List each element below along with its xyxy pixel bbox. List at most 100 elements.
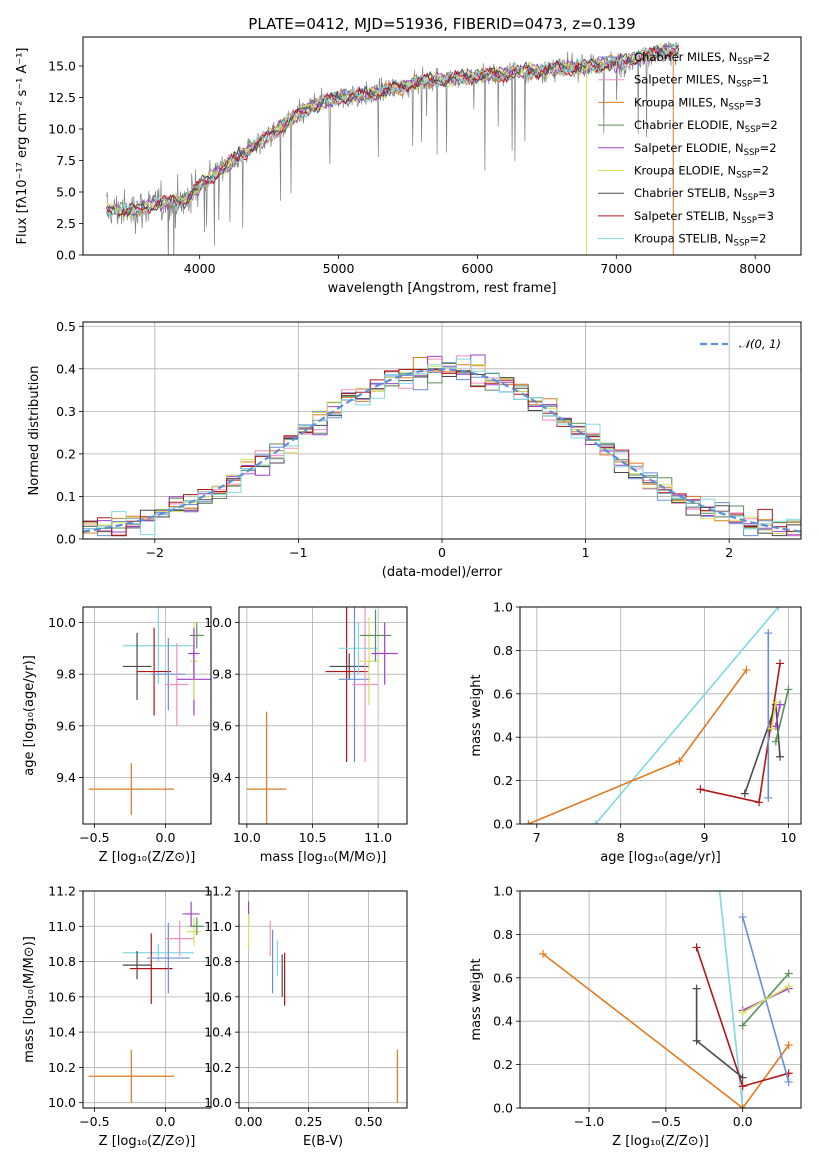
spectrum-model-kroupa_stelib (106, 42, 680, 218)
weight_vs_Z-ytick-label: 0.4 (493, 1014, 513, 1029)
legend-label-suffix: =2 (753, 50, 770, 64)
residuals-ytick-label: 0.4 (56, 361, 76, 376)
legend-label-text: Chabrier STELIB, N (634, 186, 742, 200)
residuals-normal-curve (83, 368, 801, 533)
legend-label-sub: SSP (737, 57, 753, 67)
weight_vs_Z-marker-salpeter_stelib (738, 1082, 747, 1091)
legend-label-text: Chabrier ELODIE, N (634, 118, 745, 132)
mass_vs_Z-points (88, 901, 204, 1103)
residuals-xtick-label: −2 (146, 545, 164, 560)
weight_vs_Z-marker-chabrier_stelib (692, 1036, 701, 1045)
spectrum-ytick-label: 2.5 (56, 216, 76, 231)
weight_vs_Z-marker-kroupa_miles (738, 1104, 747, 1108)
spectrum-ylabel: Flux [fλ10⁻¹⁷ erg cm⁻² s⁻¹ A⁻¹] (15, 48, 30, 245)
age_vs_Z-ytick-label: 10.0 (48, 615, 76, 630)
mass_vs_Z-xlabel: Z [log₁₀(Z/Z⊙)] (99, 1134, 196, 1149)
weight_vs_age-marker-kroupa_stelib (774, 607, 783, 611)
weight_vs_Z-marker-kroupa_elodie (738, 1008, 747, 1017)
weight_vs_Z-ytick-label: 0.8 (493, 927, 513, 942)
weight_vs_age-line-salpeter_elodie (775, 704, 781, 727)
legend-label-sub: SSP (742, 193, 758, 203)
mass_vs_Z-frame (82, 890, 212, 1109)
spectrum-xtick-label: 8000 (739, 261, 771, 276)
weight_vs_age-marker-chabrier_stelib (776, 752, 785, 761)
weight_vs_Z-marker-chabrier_stelib (738, 1073, 747, 1082)
mass_vs_Z-ytick-label: 10.8 (48, 954, 76, 969)
legend-label-salpeter_miles: Salpeter MILES, NSSP=1 (634, 73, 769, 90)
weight_vs_age-xtick-label: 7 (533, 830, 541, 845)
legend-label-text: Kroupa STELIB, N (634, 232, 734, 246)
spectrum-ytick-label: 12.5 (48, 90, 76, 105)
spectrum-xtick-label: 7000 (600, 261, 632, 276)
residuals-xtick-label: −1 (289, 545, 307, 560)
legend-label-sub: SSP (744, 148, 760, 158)
mass_vs_ebv-ytick-label: 10.0 (204, 1095, 232, 1110)
weight_vs_Z-marker-chabrier_elodie (738, 1021, 747, 1030)
spectrum-ytick-label: 10.0 (48, 121, 76, 136)
legend-label-kroupa_elodie: Kroupa ELODIE, NSSP=2 (634, 164, 769, 181)
age_vs_Z-frame (82, 606, 212, 825)
weight_vs_age-marker-salpeter_elodie (776, 700, 785, 709)
spectrum-xtick-label: 6000 (462, 261, 494, 276)
legend-label-suffix: =2 (760, 141, 777, 155)
weight_vs_age-frame (519, 606, 802, 825)
mass_vs_ebv-axes: 0.00 0.25 0.50 10.0 10.2 10.4 10.6 10.8 11.0 11.2… (204, 884, 407, 1149)
legend-label-chabrier_elodie: Chabrier ELODIE, NSSP=2 (634, 118, 778, 135)
age_vs_Z-axes: −0.5 0.0 9.4 9.6 9.8 10.0 Z [log₁₀(Z/Z⊙)] age [… (22, 607, 211, 865)
legend-label-text: Kroupa MILES, N (634, 95, 729, 109)
weight_vs_age-line-kroupa_miles (528, 669, 748, 824)
spectrum-model-chabrier_stelib (106, 45, 680, 218)
mass_vs_Z-ytick-label: 10.6 (48, 989, 76, 1004)
residuals-frame (82, 321, 802, 540)
spectrum-axes: 4000 5000 6000 7000 8000 0.0 2.5 5.0 7.5 10.0 12.5… (15, 48, 771, 297)
residuals-ytick-label: 0.1 (56, 489, 76, 504)
mass_vs_ebv-ytick-label: 10.8 (204, 954, 232, 969)
weight_vs_age-marker-chabrier_elodie (784, 685, 793, 694)
mass_vs_ebv-ytick-label: 10.2 (204, 1060, 232, 1075)
weight_vs_age-line-kroupa_stelib (594, 607, 780, 824)
legend-label-sub: SSP (736, 80, 752, 90)
mass_vs_ebv-ytick-label: 11.0 (204, 919, 232, 934)
weight_vs_Z-lines (539, 891, 793, 1108)
spectrum-ytick-label: 7.5 (56, 153, 76, 168)
age_vs_mass-xtick-label: 10.0 (233, 830, 261, 845)
weight_vs_Z-ylabel: mass weight (469, 958, 484, 1040)
weight_vs_age-line-kroupa_elodie (770, 702, 777, 729)
mass_vs_Z-ytick-label: 10.2 (48, 1060, 76, 1075)
weight_vs_age-marker-salpeter_stelib (755, 798, 764, 807)
mass_vs_Z-ytick-label: 10.4 (48, 1025, 76, 1040)
spectrum-xtick-label: 4000 (184, 261, 216, 276)
age_vs_mass-xtick-label: 10.5 (299, 830, 327, 845)
spectrum-frame (82, 36, 802, 256)
weight_vs_age-ytick-label: 0.6 (493, 686, 513, 701)
age_vs_Z-xtick-label: 0.0 (156, 830, 176, 845)
weight_vs_Z-marker-chabrier_elodie (784, 969, 793, 978)
weight_vs_Z-line-kroupa_elodie (742, 985, 790, 1014)
mass_vs_ebv-frame (238, 890, 408, 1109)
residuals-xlabel: (data-model)/error (382, 565, 503, 580)
age_vs_mass-axes: 10.0 10.5 11.0 9.4 9.6 9.8 10.0 mass [log₁₀(M/M… (204, 607, 407, 865)
legend-label-text: Salpeter ELODIE, N (634, 141, 744, 155)
age_vs_mass-ytick-label: 10.0 (204, 615, 232, 630)
mass_vs_Z-ytick-label: 11.0 (48, 919, 76, 934)
weight_vs_Z-xtick-label: 0.0 (733, 1114, 753, 1129)
age_vs_mass-ytick-label: 9.6 (212, 718, 232, 733)
legend-label-kroupa_stelib: Kroupa STELIB, NSSP=2 (634, 232, 766, 249)
residuals-legend-label: 𝒩(0, 1) (739, 337, 781, 351)
age_vs_Z-ytick-label: 9.8 (56, 667, 76, 682)
weight_vs_Z-marker-salpeter_stelib (692, 943, 701, 952)
legend-label-sub: SSP (729, 102, 745, 112)
weight_vs_age-marker-kroupa_miles (524, 820, 533, 824)
legend-label-text: Chabrier MILES, N (634, 50, 737, 64)
weight_vs_Z-xlabel: Z [log₁₀(Z/Z⊙)] (612, 1134, 709, 1149)
residuals-ytick-label: 0.2 (56, 446, 76, 461)
weight_vs_Z-marker-kroupa_miles (784, 1041, 793, 1050)
weight_vs_age-xtick-label: 8 (617, 830, 625, 845)
age_vs_Z-points (88, 607, 211, 815)
spectrum-xlabel: wavelength [Angstrom, rest frame] (328, 281, 557, 296)
weight_vs_Z-line-kroupa_stelib (718, 891, 744, 1108)
mass_vs_Z-ytick-label: 11.2 (48, 884, 76, 899)
weight_vs_age-marker-kroupa_stelib (591, 820, 600, 824)
weight_vs_age-marker-kroupa_elodie (767, 724, 776, 733)
